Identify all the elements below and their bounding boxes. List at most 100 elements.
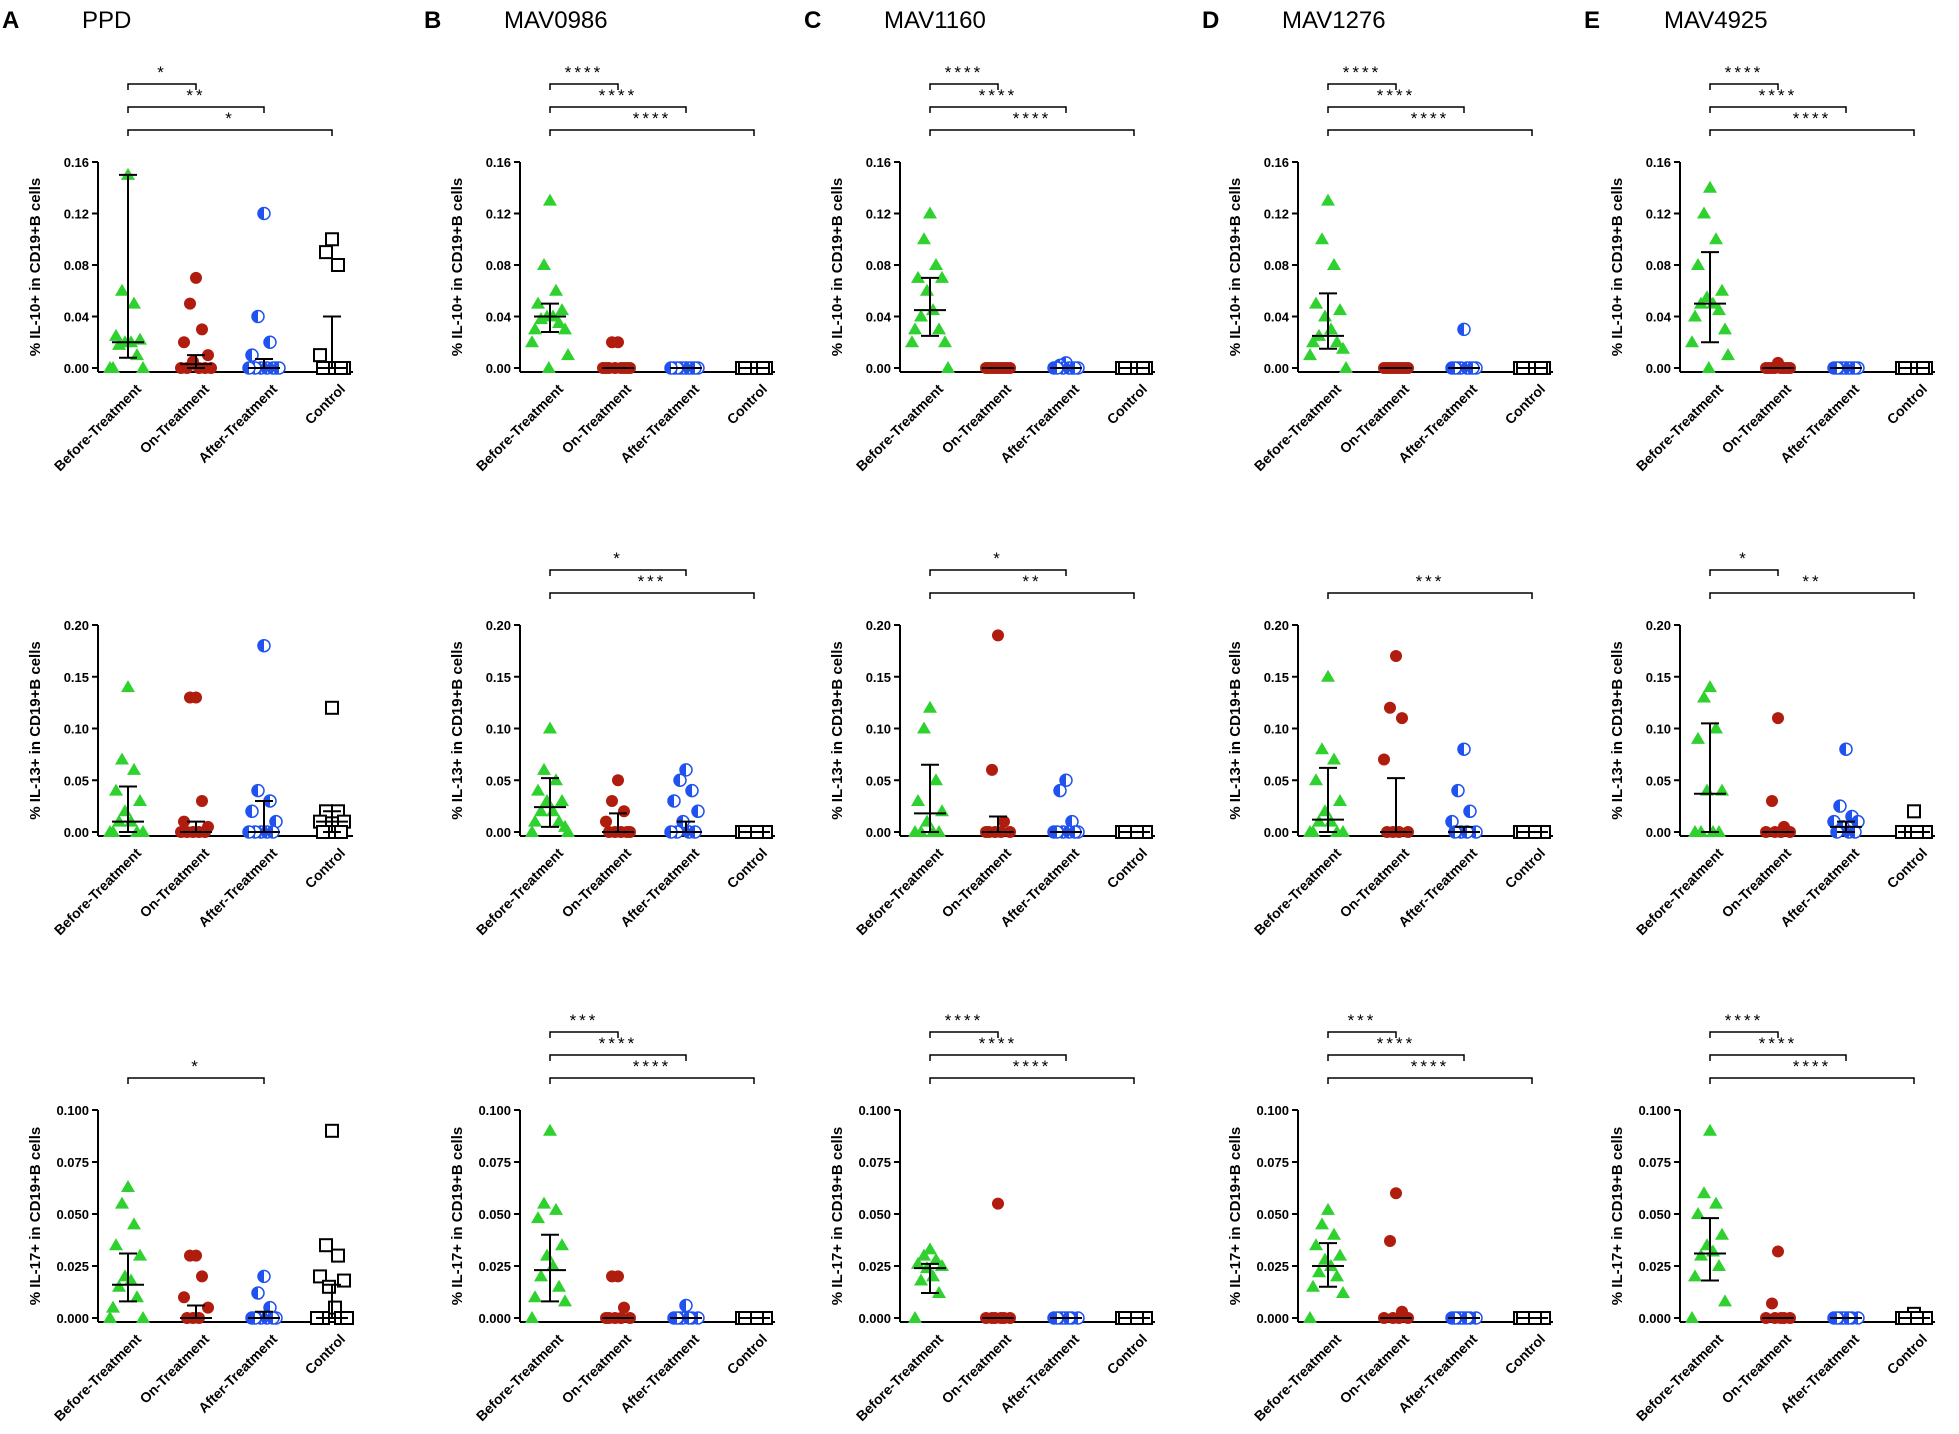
green-triangle-marker: [555, 793, 569, 806]
significance-bracket: ****: [549, 1057, 755, 1084]
series-control: [1115, 361, 1153, 375]
green-triangle-marker: [1333, 303, 1347, 316]
series-control: [1115, 1311, 1153, 1325]
y-axis-title: % IL-17+ in CD19+B cells: [829, 1127, 846, 1305]
significance-label: ****: [1377, 86, 1415, 105]
red-circle-marker: [190, 271, 202, 284]
green-triangle-marker: [911, 793, 925, 806]
green-triangle-marker: [1333, 793, 1347, 806]
series-after: [1047, 773, 1085, 839]
green-triangle-marker: [561, 825, 575, 837]
x-category-label: Before-Treatment: [853, 845, 947, 939]
series-before: [1303, 669, 1350, 837]
black-square-marker: [322, 1279, 336, 1294]
green-triangle-marker: [549, 1202, 563, 1215]
y-axis-title: % IL-13+ in CD19+B cells: [829, 641, 846, 819]
series-on: [980, 362, 1016, 374]
green-triangle-marker: [106, 1300, 120, 1313]
green-triangle-marker: [115, 283, 129, 296]
y-tick-label: 0.050: [858, 1207, 891, 1222]
series-after: [664, 763, 705, 839]
significance-label: *: [191, 1057, 201, 1076]
y-axis-title: % IL-17+ in CD19+B cells: [1227, 1127, 1244, 1305]
x-category-label: On-Treatment: [558, 1331, 634, 1407]
series-control: [1895, 1306, 1933, 1325]
red-circle-marker: [992, 629, 1004, 642]
x-category-label: On-Treatment: [136, 845, 212, 921]
x-category-label: Before-Treatment: [473, 1331, 567, 1425]
green-triangle-marker: [1691, 258, 1705, 270]
y-tick-label: 0.05: [1646, 773, 1671, 788]
y-tick-label: 0.04: [486, 310, 512, 325]
y-tick-label: 0.00: [486, 825, 511, 840]
green-triangle-marker: [923, 700, 937, 713]
panel-title: PPD: [82, 7, 131, 34]
green-triangle-marker: [127, 296, 141, 309]
significance-label: *: [225, 109, 235, 128]
y-tick-label: 0.08: [1646, 258, 1671, 273]
y-tick-label: 0.10: [1264, 722, 1289, 737]
significance-bracket: *: [127, 109, 333, 136]
red-circle-marker: [1378, 753, 1390, 766]
x-category-label: Before-Treatment: [1251, 845, 1345, 939]
x-category-label: Control: [724, 381, 771, 428]
y-tick-label: 0.025: [858, 1259, 891, 1274]
panel-letter: C: [804, 7, 821, 34]
green-triangle-marker: [1715, 283, 1729, 296]
significance-bracket: ****: [929, 63, 999, 90]
y-tick-label: 0.10: [1646, 722, 1671, 737]
black-square-marker: [313, 1269, 327, 1284]
significance-label: ****: [1759, 86, 1797, 105]
red-circle-marker: [184, 691, 196, 704]
panel-letter: E: [1584, 7, 1600, 34]
significance-bracket: ***: [1327, 1011, 1397, 1038]
series-before: [1303, 193, 1353, 373]
x-category-label: On-Treatment: [1336, 381, 1412, 457]
significance-label: ****: [1411, 1057, 1449, 1076]
blue-half-circle-marker: [263, 335, 277, 349]
green-triangle-marker: [1718, 322, 1732, 335]
green-triangle-marker: [534, 804, 548, 817]
green-triangle-marker: [558, 1294, 572, 1307]
green-triangle-marker: [109, 1238, 123, 1251]
x-category-label: Control: [302, 1331, 349, 1378]
x-category-label: Before-Treatment: [1251, 1331, 1345, 1425]
x-category-label: Control: [302, 381, 349, 428]
red-circle-marker: [1766, 794, 1778, 807]
significance-bracket: ****: [929, 1011, 999, 1038]
green-triangle-marker: [1688, 1269, 1702, 1282]
series-before: [103, 1179, 150, 1323]
significance-label: ****: [599, 86, 637, 105]
blue-half-circle-marker: [1451, 783, 1465, 798]
blue-half-circle-marker: [251, 783, 265, 798]
green-triangle-marker: [929, 773, 943, 786]
x-category-label: Before-Treatment: [1633, 845, 1727, 939]
green-triangle-marker: [540, 793, 554, 806]
y-tick-label: 0.025: [478, 1259, 511, 1274]
y-tick-label: 0.075: [1638, 1155, 1671, 1170]
scatter-panel-E-row-1: E MAV4925 0.00 0.04 0.08 0.12 0.16 % IL-10+ in …: [1584, 7, 1935, 474]
y-tick-label: 0.050: [1638, 1207, 1671, 1222]
green-triangle-marker: [543, 193, 557, 206]
y-tick-label: 0.00: [1264, 825, 1289, 840]
green-triangle-marker: [528, 322, 542, 335]
green-triangle-marker: [121, 1179, 135, 1192]
y-axis-title: % IL-13+ in CD19+B cells: [449, 641, 466, 819]
series-on: [1760, 1245, 1796, 1324]
red-circle-marker: [606, 1270, 618, 1283]
green-triangle-marker: [1709, 721, 1723, 734]
series-on: [1378, 362, 1414, 374]
significance-label: *: [993, 549, 1003, 568]
green-triangle-marker: [112, 1279, 126, 1292]
significance-label: ****: [1793, 1057, 1831, 1076]
green-triangle-marker: [923, 206, 937, 219]
x-category-label: Before-Treatment: [51, 845, 145, 939]
green-triangle-marker: [1697, 690, 1711, 703]
green-triangle-marker: [1306, 335, 1320, 348]
green-triangle-marker: [1306, 1279, 1320, 1292]
y-tick-label: 0.025: [1638, 1259, 1671, 1274]
green-triangle-marker: [121, 680, 135, 693]
significance-label: ****: [1759, 1034, 1797, 1053]
y-axis-title: % IL-17+ in CD19+B cells: [1609, 1127, 1626, 1305]
